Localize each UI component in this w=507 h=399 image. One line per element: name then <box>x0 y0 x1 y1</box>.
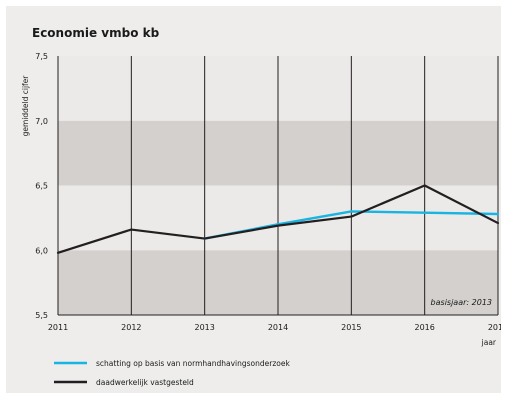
y-axis-label: gemiddeld cijfer <box>21 75 30 137</box>
series-line-actual <box>56 184 500 254</box>
legend: schatting op basis van normhandhavingson… <box>54 359 290 387</box>
x-tick-label: 2011 <box>48 323 68 332</box>
series-lines <box>56 184 500 254</box>
x-tick-label: 2015 <box>341 323 361 332</box>
x-axis-label: jaar <box>481 338 497 347</box>
base-year-annotation: basisjaar: 2013 <box>431 298 492 307</box>
x-tick-label: 2017 <box>488 323 501 332</box>
x-tick-label: 2014 <box>268 323 288 332</box>
chart-card: Economie vmbo kb gemiddeld cijfer 5,5 6,0… <box>6 6 501 393</box>
x-tick-labels: 2011 2012 2013 2014 2015 2016 2017 <box>48 323 501 332</box>
legend-label: daadwerkelijk vastgesteld <box>96 378 194 387</box>
legend-label: schatting op basis van normhandhavingson… <box>96 359 290 368</box>
chart-title: Economie vmbo kb <box>32 26 160 40</box>
x-tick-label: 2012 <box>121 323 141 332</box>
y-tick-label: 7,0 <box>35 117 48 126</box>
x-tick-label: 2016 <box>414 323 434 332</box>
y-tick-label: 6,5 <box>35 182 48 191</box>
y-tick-labels: 5,5 6,0 6,5 7,0 7,5 <box>35 52 48 320</box>
y-tick-label: 7,5 <box>35 52 48 61</box>
x-tick-label: 2013 <box>194 323 214 332</box>
y-tick-label: 6,0 <box>35 246 48 255</box>
chart: Economie vmbo kb gemiddeld cijfer 5,5 6,0… <box>21 26 501 387</box>
y-tick-label: 5,5 <box>35 311 48 320</box>
